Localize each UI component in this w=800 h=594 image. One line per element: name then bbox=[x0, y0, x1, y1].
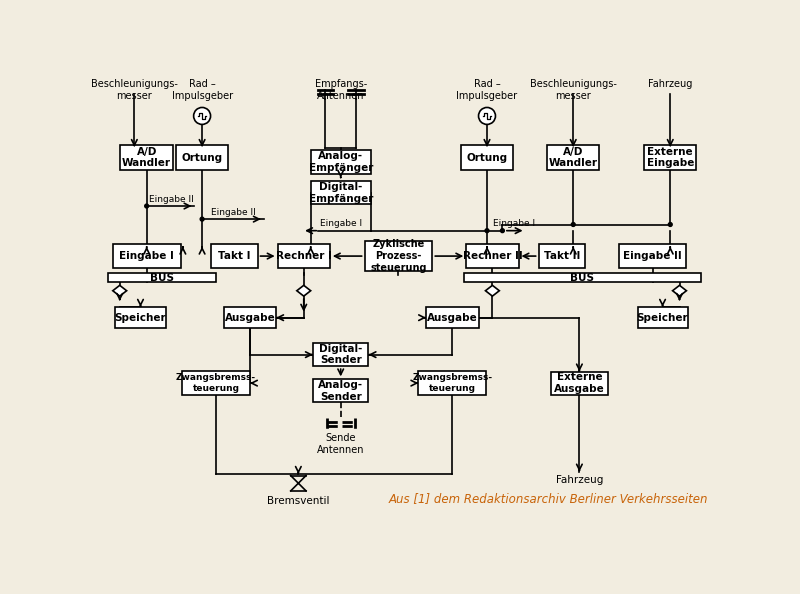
Text: Fahrzeug: Fahrzeug bbox=[556, 475, 603, 485]
Text: Eingabe II: Eingabe II bbox=[623, 251, 682, 261]
Text: Externe
Ausgabe: Externe Ausgabe bbox=[554, 372, 605, 394]
Text: Speicher: Speicher bbox=[114, 312, 166, 323]
Bar bbox=[538, 244, 585, 268]
Text: Speicher: Speicher bbox=[637, 312, 688, 323]
Polygon shape bbox=[673, 285, 686, 296]
Text: Rad –
Impulsgeber: Rad – Impulsgeber bbox=[171, 79, 233, 100]
Bar bbox=[182, 371, 250, 396]
Text: Ausgabe: Ausgabe bbox=[427, 312, 478, 323]
Polygon shape bbox=[113, 285, 126, 296]
Bar bbox=[310, 150, 370, 175]
Bar bbox=[418, 371, 486, 396]
Text: A/D
Wandler: A/D Wandler bbox=[549, 147, 598, 168]
Bar bbox=[108, 273, 216, 282]
Text: Eingabe I: Eingabe I bbox=[320, 219, 362, 228]
Bar bbox=[115, 307, 166, 328]
Text: Bremsventil: Bremsventil bbox=[267, 495, 330, 505]
Text: Ortung: Ortung bbox=[466, 153, 507, 163]
Circle shape bbox=[668, 223, 672, 226]
Bar bbox=[618, 244, 686, 268]
Circle shape bbox=[200, 217, 204, 221]
Text: Aus [1] dem Redaktionsarchiv Berliner Verkehrsseiten: Aus [1] dem Redaktionsarchiv Berliner Ve… bbox=[389, 492, 708, 505]
Circle shape bbox=[485, 229, 489, 233]
Text: Eingabe I: Eingabe I bbox=[119, 251, 174, 261]
Bar bbox=[466, 244, 518, 268]
Text: Eingabe II: Eingabe II bbox=[149, 195, 194, 204]
Text: Analog-
Sender: Analog- Sender bbox=[318, 380, 363, 402]
Bar bbox=[211, 244, 258, 268]
Text: Beschleunigungs-
messer: Beschleunigungs- messer bbox=[91, 79, 178, 100]
Text: Zyklische
Prozess-
steuerung: Zyklische Prozess- steuerung bbox=[370, 239, 426, 273]
Bar bbox=[547, 145, 599, 170]
Text: Zwangsbremss-
teuerung: Zwangsbremss- teuerung bbox=[412, 374, 493, 393]
Text: Digital-
Sender: Digital- Sender bbox=[319, 344, 362, 365]
Text: Ausgabe: Ausgabe bbox=[225, 312, 275, 323]
Text: Takt II: Takt II bbox=[543, 251, 580, 261]
Text: Empfangs-
Antennen: Empfangs- Antennen bbox=[314, 79, 367, 100]
Circle shape bbox=[571, 223, 575, 226]
Bar bbox=[310, 181, 370, 204]
Bar bbox=[644, 145, 697, 170]
Bar bbox=[278, 244, 330, 268]
Text: Eingabe I: Eingabe I bbox=[493, 219, 535, 228]
Bar bbox=[461, 145, 513, 170]
Text: Ortung: Ortung bbox=[182, 153, 222, 163]
Text: Analog-
Empfänger: Analog- Empfänger bbox=[309, 151, 373, 173]
Text: Zwangsbremss-
teuerung: Zwangsbremss- teuerung bbox=[176, 374, 256, 393]
Text: Fahrzeug: Fahrzeug bbox=[648, 79, 693, 89]
Text: Sende
Antennen: Sende Antennen bbox=[317, 433, 365, 455]
Bar bbox=[313, 343, 369, 366]
Text: BUS: BUS bbox=[570, 273, 594, 283]
Text: Beschleunigungs-
messer: Beschleunigungs- messer bbox=[530, 79, 617, 100]
Bar bbox=[365, 241, 432, 271]
Text: Digital-
Empfänger: Digital- Empfänger bbox=[309, 182, 373, 204]
Bar bbox=[121, 145, 173, 170]
Circle shape bbox=[478, 108, 495, 124]
Text: BUS: BUS bbox=[150, 273, 174, 283]
Bar bbox=[176, 145, 228, 170]
Bar bbox=[113, 244, 181, 268]
Text: A/D
Wandler: A/D Wandler bbox=[122, 147, 171, 168]
Circle shape bbox=[501, 229, 504, 233]
Polygon shape bbox=[486, 285, 499, 296]
Text: Rechner II: Rechner II bbox=[462, 251, 522, 261]
Text: Externe
Eingabe: Externe Eingabe bbox=[646, 147, 694, 168]
Circle shape bbox=[145, 204, 149, 208]
Bar bbox=[638, 307, 687, 328]
Text: Rechner I: Rechner I bbox=[276, 251, 332, 261]
Polygon shape bbox=[297, 285, 310, 296]
Circle shape bbox=[194, 108, 210, 124]
Text: Eingabe II: Eingabe II bbox=[210, 208, 255, 217]
Text: Takt I: Takt I bbox=[218, 251, 250, 261]
Bar bbox=[464, 273, 701, 282]
Bar bbox=[426, 307, 478, 328]
Bar bbox=[224, 307, 276, 328]
Text: Rad –
Impulsgeber: Rad – Impulsgeber bbox=[457, 79, 518, 100]
Bar bbox=[550, 372, 608, 394]
Bar bbox=[313, 380, 369, 402]
